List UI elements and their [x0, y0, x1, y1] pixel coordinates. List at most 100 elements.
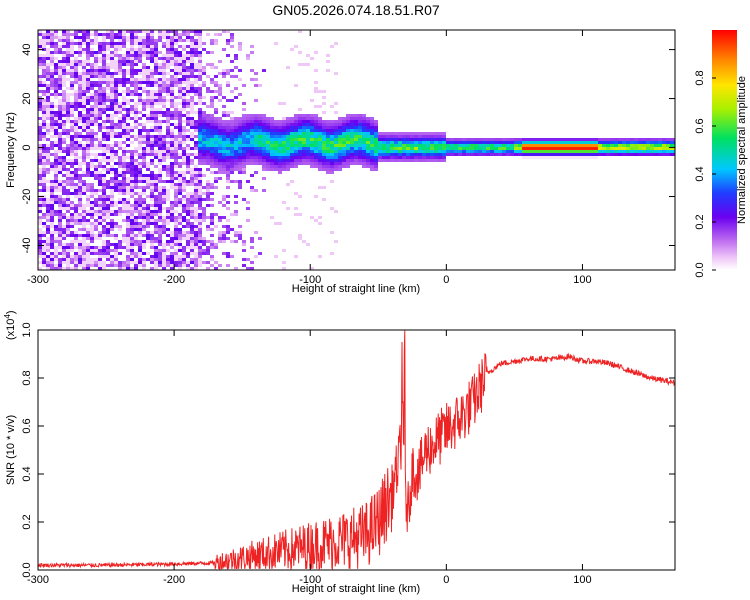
heatmap-cell [46, 102, 50, 105]
heatmap-cell [190, 225, 194, 228]
heatmap-cell [318, 138, 322, 141]
heatmap-cell [42, 246, 46, 249]
heatmap-cell [126, 168, 130, 171]
heatmap-cell [70, 159, 74, 162]
heatmap-cell [174, 69, 178, 72]
heatmap-cell [198, 75, 202, 78]
heatmap-cell [106, 168, 110, 171]
heatmap-cell [82, 171, 86, 174]
heatmap-cell [170, 162, 174, 165]
heatmap-cell [334, 42, 338, 45]
heatmap-cell [130, 261, 134, 264]
heatmap-cell [130, 72, 134, 75]
heatmap-cell [66, 210, 70, 213]
heatmap-cell [418, 147, 422, 150]
heatmap-cell [506, 150, 510, 153]
heatmap-cell [90, 63, 94, 66]
heatmap-cell [562, 147, 566, 150]
heatmap-cell [198, 216, 202, 219]
heatmap-cell [246, 114, 250, 117]
heatmap-cell [102, 33, 106, 36]
heatmap-cell [226, 264, 230, 267]
heatmap-cell [322, 111, 326, 114]
heatmap-cell [206, 153, 210, 156]
heatmap-cell [138, 222, 142, 225]
heatmap-cell [250, 129, 254, 132]
heatmap-cell [166, 108, 170, 111]
heatmap-cell [442, 132, 446, 135]
heatmap-cell [198, 153, 202, 156]
heatmap-cell [242, 168, 246, 171]
heatmap-cell [178, 171, 182, 174]
heatmap-cell [202, 240, 206, 243]
heatmap-cell [154, 108, 158, 111]
heatmap-cell [422, 132, 426, 135]
heatmap-cell [50, 36, 54, 39]
heatmap-cell [298, 144, 302, 147]
heatmap-y-tick-label: 0 [21, 144, 33, 150]
heatmap-cell [66, 132, 70, 135]
heatmap-cell [314, 150, 318, 153]
heatmap-cell [174, 252, 178, 255]
heatmap-cell [54, 63, 58, 66]
heatmap-cell [46, 243, 50, 246]
heatmap-cell [398, 153, 402, 156]
heatmap-cell [122, 108, 126, 111]
heatmap-cell [98, 222, 102, 225]
heatmap-cell [186, 243, 190, 246]
heatmap-cell [74, 36, 78, 39]
heatmap-cell [70, 33, 74, 36]
heatmap-cell [210, 63, 214, 66]
heatmap-cell [234, 180, 238, 183]
heatmap-cell [106, 144, 110, 147]
heatmap-cell [366, 165, 370, 168]
heatmap-cell [70, 42, 74, 45]
heatmap-cell [194, 213, 198, 216]
heatmap-cell [154, 195, 158, 198]
heatmap-cell [230, 153, 234, 156]
heatmap-cell [82, 48, 86, 51]
heatmap-cell [226, 153, 230, 156]
heatmap-cell [242, 258, 246, 261]
heatmap-cell [446, 150, 450, 153]
heatmap-cell [58, 207, 62, 210]
heatmap-cell [62, 189, 66, 192]
heatmap-cell [58, 48, 62, 51]
heatmap-cell [50, 234, 54, 237]
heatmap-cell [586, 150, 590, 153]
heatmap-cell [238, 153, 242, 156]
heatmap-cell [234, 153, 238, 156]
heatmap-cell [122, 81, 126, 84]
heatmap-cell [258, 123, 262, 126]
heatmap-cell [226, 177, 230, 180]
heatmap-cell [190, 183, 194, 186]
heatmap-cell [190, 138, 194, 141]
heatmap-cell [142, 222, 146, 225]
heatmap-cell [42, 165, 46, 168]
heatmap-cell [214, 261, 218, 264]
heatmap-cell [526, 156, 530, 159]
heatmap-cell [338, 144, 342, 147]
heatmap-cell [158, 264, 162, 267]
heatmap-cell [102, 78, 106, 81]
heatmap-cell [206, 129, 210, 132]
heatmap-cell [190, 132, 194, 135]
snr-y-tick-label: 0.4 [21, 466, 33, 481]
heatmap-cell [118, 171, 122, 174]
heatmap-cell [250, 45, 254, 48]
heatmap-cell [82, 159, 86, 162]
heatmap-cell [110, 195, 114, 198]
heatmap-cell [86, 165, 90, 168]
heatmap-cell [86, 108, 90, 111]
heatmap-cell [234, 156, 238, 159]
heatmap-cell [194, 30, 198, 33]
heatmap-cell [614, 141, 618, 144]
heatmap-cell [334, 132, 338, 135]
heatmap-cell [518, 138, 522, 141]
heatmap-cell [206, 192, 210, 195]
heatmap-cell [334, 141, 338, 144]
heatmap-cell [206, 249, 210, 252]
heatmap-cell [62, 192, 66, 195]
heatmap-cell [66, 243, 70, 246]
heatmap-cell [238, 132, 242, 135]
